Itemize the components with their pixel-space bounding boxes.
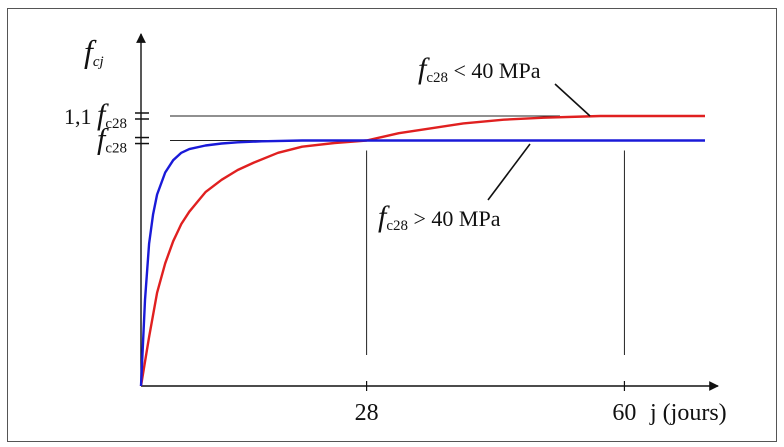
x-tick-label-60: 60 [612, 400, 636, 426]
series-group [139, 114, 705, 387]
annotation-leader-0 [554, 83, 591, 117]
reference-lines [170, 115, 626, 391]
y-tick-subscript: c28 [105, 116, 127, 132]
x-axis-label: j (jours) [649, 400, 727, 426]
series-label-0: fc28 < 40 MPa [418, 52, 541, 86]
figure-frame [7, 8, 777, 442]
labels-group: fcj j (jours) fc28 < 40 MPa fc28 > 40 MPa [84, 33, 727, 426]
annotation-leader-1 [487, 143, 531, 201]
series-label-1: fc28 > 40 MPa [378, 200, 501, 234]
x-tick-label-28: 28 [355, 400, 379, 426]
y-tick-label-1: 1,1 fc28 [64, 98, 127, 132]
y-tick-subscript: c28 [105, 141, 127, 157]
y-axis-label: fcj [84, 33, 104, 70]
y-tick-coef: 1,1 [64, 104, 97, 129]
series-line-0 [139, 114, 705, 387]
series-line-1 [139, 139, 705, 387]
